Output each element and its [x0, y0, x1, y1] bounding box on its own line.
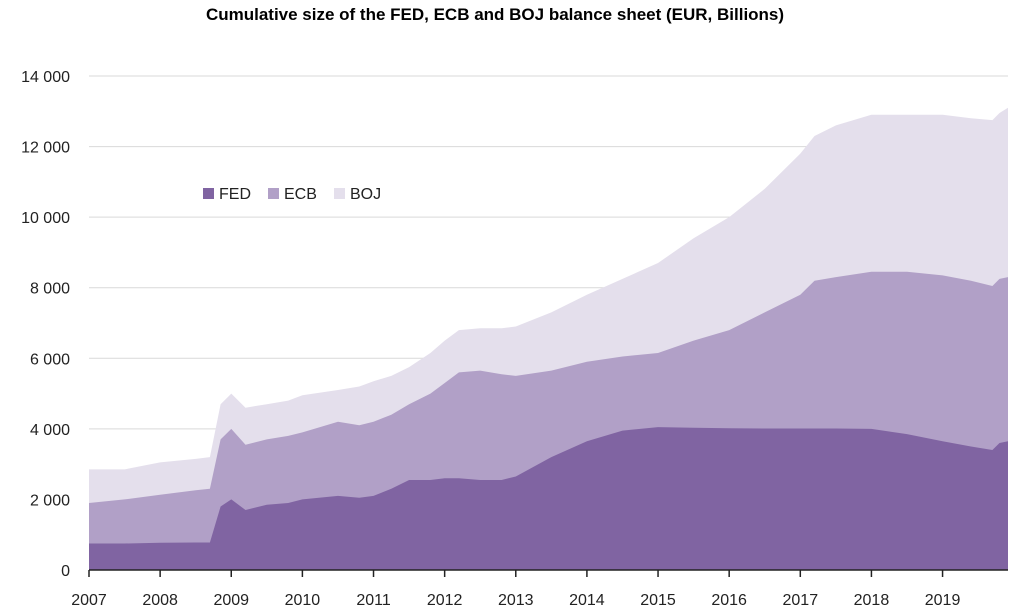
legend: FED ECB BOJ: [203, 186, 381, 203]
y-tick-label: 10 000: [21, 210, 70, 227]
legend-label-fed: FED: [219, 186, 251, 203]
x-tick-label: 2017: [783, 592, 819, 609]
x-tick-label: 2015: [640, 592, 676, 609]
x-tick-label: 2014: [569, 592, 605, 609]
x-tick-label: 2010: [285, 592, 321, 609]
x-tick-label: 2011: [356, 592, 391, 609]
x-tick-label: 2018: [854, 592, 890, 609]
y-tick-label: 2 000: [30, 492, 70, 509]
x-tick-label: 2019: [925, 592, 961, 609]
y-tick-label: 4 000: [30, 422, 70, 439]
grid-layer: 0 2 000 4 000 6 000 8 000 10 000 12 000 14 000: [21, 69, 1008, 580]
x-tick-label: 2008: [142, 592, 178, 609]
area-layer: [89, 107, 1008, 571]
x-tick-label: 2013: [498, 592, 534, 609]
legend-label-ecb: ECB: [284, 186, 317, 203]
x-tick-label: 2012: [427, 592, 463, 609]
y-tick-label: 12 000: [21, 140, 70, 157]
x-tick-label: 2007: [71, 592, 107, 609]
area-fed: [89, 427, 1008, 570]
x-tick-label: 2009: [213, 592, 249, 609]
x-tick-label: 2016: [711, 592, 747, 609]
legend-label-boj: BOJ: [350, 186, 381, 203]
legend-swatch-boj: [334, 188, 345, 199]
legend-swatch-fed: [203, 188, 214, 199]
chart-title: Cumulative size of the FED, ECB and BOJ …: [206, 5, 784, 24]
y-tick-label: 8 000: [30, 281, 70, 298]
y-tick-label: 0: [61, 563, 70, 580]
y-tick-label: 14 000: [21, 69, 70, 86]
y-tick-label: 6 000: [30, 351, 70, 368]
axis-layer: 2007 2008 2009 2010 2011 2012 2013 2014 2015 2016…: [71, 569, 1008, 609]
legend-swatch-ecb: [268, 188, 279, 199]
